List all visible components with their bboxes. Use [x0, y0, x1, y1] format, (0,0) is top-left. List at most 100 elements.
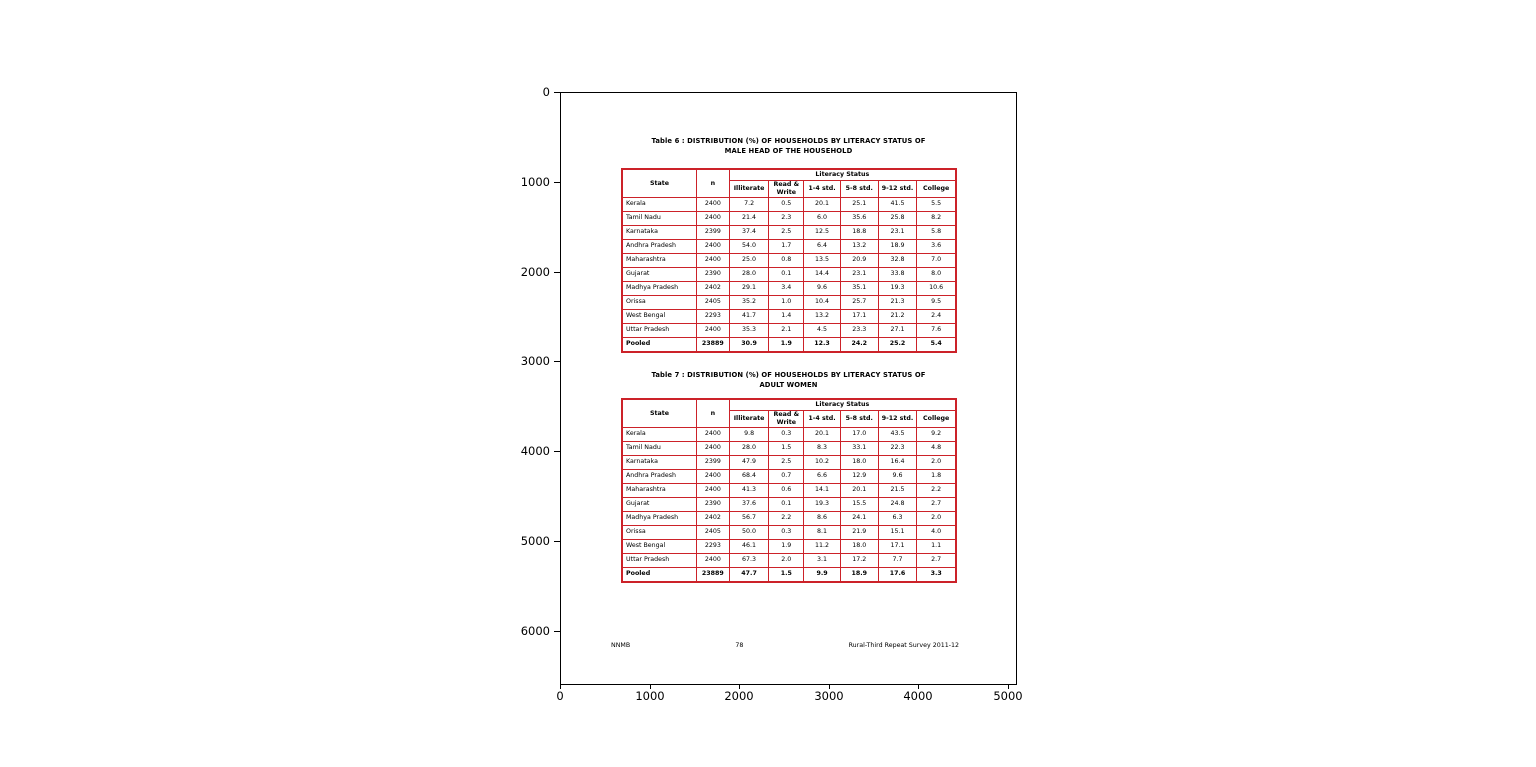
table-cell: 30.9: [728, 336, 770, 352]
table-cell: 3.1: [803, 552, 841, 568]
table-cell: 8.1: [803, 524, 841, 540]
table-row: Madhya Pradesh 2402 56.7 2.2 8.6 24.1 6.3 2.0: [621, 510, 957, 526]
table-cell: 13.2: [839, 238, 879, 254]
column-header-college: College: [916, 409, 957, 428]
table-cell: 2400: [695, 210, 730, 226]
page-footer: NNMB 78 Rural-Third Repeat Survey 2011-1…: [611, 642, 959, 650]
column-header-9-12-std: 9-12 std.: [877, 409, 918, 428]
table-cell: 2.1: [768, 322, 805, 338]
table-row: Maharashtra 2400 41.3 0.6 14.1 20.1 21.5 2.2: [621, 482, 957, 498]
y-tick-label: 2000: [520, 265, 550, 279]
table-cell: 7.6: [916, 322, 957, 338]
table7: State n Literacy Status Illiterate Read …: [621, 398, 957, 583]
table-cell: 33.1: [839, 440, 879, 456]
table-cell: 21.4: [728, 210, 770, 226]
table-cell: 21.5: [877, 482, 918, 498]
table-cell: 0.6: [768, 482, 805, 498]
table-cell: 20.1: [803, 196, 841, 212]
table-row: Madhya Pradesh 2402 29.1 3.4 9.6 35.1 19.3 10.6: [621, 280, 957, 296]
table-cell: 2405: [695, 524, 730, 540]
table-cell: 10.6: [916, 280, 957, 296]
x-tickmark: [1008, 684, 1009, 689]
table-cell: Kerala: [621, 426, 697, 442]
table-cell: 15.5: [839, 496, 879, 512]
y-tick-label: 3000: [520, 354, 550, 368]
table7-body: Kerala 2400 9.8 0.3 20.1 17.0 43.5 9.2 Tamil Nad…: [621, 426, 957, 582]
table-cell: 14.1: [803, 482, 841, 498]
table-cell: 25.0: [728, 252, 770, 268]
table7-title-line1: Table 7 : DISTRIBUTION (%) OF HOUSEHOLDS…: [651, 371, 926, 379]
table-cell: 7.2: [728, 196, 770, 212]
table-row: Andhra Pradesh 2400 54.0 1.7 6.4 13.2 18.9 3.6: [621, 238, 957, 254]
table-cell: 24.8: [877, 496, 918, 512]
table-cell: Orissa: [621, 294, 697, 310]
table-row: Pooled 23889 30.9 1.9 12.3 24.2 25.2 5.4: [621, 336, 957, 352]
table-cell: 19.3: [877, 280, 918, 296]
table-cell: 28.0: [728, 440, 770, 456]
table-cell: 0.3: [768, 524, 805, 540]
table-cell: 27.1: [877, 322, 918, 338]
table-cell: 18.8: [839, 224, 879, 240]
table-cell: 5.8: [916, 224, 957, 240]
table-cell: 2390: [695, 266, 730, 282]
table-cell: 25.2: [877, 336, 918, 352]
table-cell: Tamil Nadu: [621, 440, 697, 456]
table-row: West Bengal 2293 46.1 1.9 11.2 18.0 17.1 1.1: [621, 538, 957, 554]
table-cell: 6.0: [803, 210, 841, 226]
column-header-state: State: [621, 398, 697, 428]
table-cell: 2.0: [916, 454, 957, 470]
footer-survey: Rural-Third Repeat Survey 2011-12: [848, 642, 959, 649]
table-cell: Maharashtra: [621, 252, 697, 268]
table-cell: 43.5: [877, 426, 918, 442]
table-cell: Andhra Pradesh: [621, 468, 697, 484]
table-cell: 2.7: [916, 496, 957, 512]
y-tick-label: 5000: [520, 534, 550, 548]
table-cell: Pooled: [621, 566, 697, 582]
x-tickmark: [739, 684, 740, 689]
table-cell: 2400: [695, 552, 730, 568]
table-cell: 2.7: [916, 552, 957, 568]
table-cell: 0.8: [768, 252, 805, 268]
column-header-read-write: Read & Write: [768, 179, 805, 198]
table-cell: 54.0: [728, 238, 770, 254]
table-cell: 6.6: [803, 468, 841, 484]
table-cell: 2400: [695, 252, 730, 268]
column-header-1-4-std: 1-4 std.: [803, 409, 841, 428]
table-cell: 10.4: [803, 294, 841, 310]
table-cell: 20.1: [803, 426, 841, 442]
table-row: Pooled 23889 47.7 1.5 9.9 18.9 17.6 3.3: [621, 566, 957, 582]
table-cell: 50.0: [728, 524, 770, 540]
table-cell: 17.2: [839, 552, 879, 568]
column-header-n: n: [695, 398, 730, 428]
table-cell: 19.3: [803, 496, 841, 512]
table-cell: 7.7: [877, 552, 918, 568]
column-header-illiterate: Illiterate: [728, 179, 770, 198]
table-row: Karnataka 2399 47.9 2.5 10.2 18.0 16.4 2.0: [621, 454, 957, 470]
table-cell: 18.0: [839, 538, 879, 554]
table-cell: 20.9: [839, 252, 879, 268]
table-cell: 17.1: [877, 538, 918, 554]
x-tick-label: 3000: [814, 689, 844, 703]
group-header-literacy: Literacy Status: [728, 398, 957, 411]
y-tick-label: 4000: [520, 444, 550, 458]
table-cell: Madhya Pradesh: [621, 510, 697, 526]
table-cell: 1.4: [768, 308, 805, 324]
column-header-read-write: Read & Write: [768, 409, 805, 428]
table-cell: West Bengal: [621, 308, 697, 324]
table-cell: 9.9: [803, 566, 841, 582]
table-cell: 14.4: [803, 266, 841, 282]
table6-body: Kerala 2400 7.2 0.5 20.1 25.1 41.5 5.5 Tamil Nad…: [621, 196, 957, 352]
y-tickmark: [554, 361, 560, 362]
plot-area: Table 6 : DISTRIBUTION (%) OF HOUSEHOLDS…: [560, 92, 1017, 685]
table-cell: 9.5: [916, 294, 957, 310]
table-cell: Uttar Pradesh: [621, 552, 697, 568]
table-cell: 1.8: [916, 468, 957, 484]
table-cell: 23889: [695, 336, 730, 352]
table-cell: 32.8: [877, 252, 918, 268]
table-cell: Andhra Pradesh: [621, 238, 697, 254]
table6-title-line2: MALE HEAD OF THE HOUSEHOLD: [724, 146, 853, 155]
table-cell: 6.4: [803, 238, 841, 254]
y-tickmark: [554, 541, 560, 542]
table-cell: 23889: [695, 566, 730, 582]
table-cell: 47.9: [728, 454, 770, 470]
